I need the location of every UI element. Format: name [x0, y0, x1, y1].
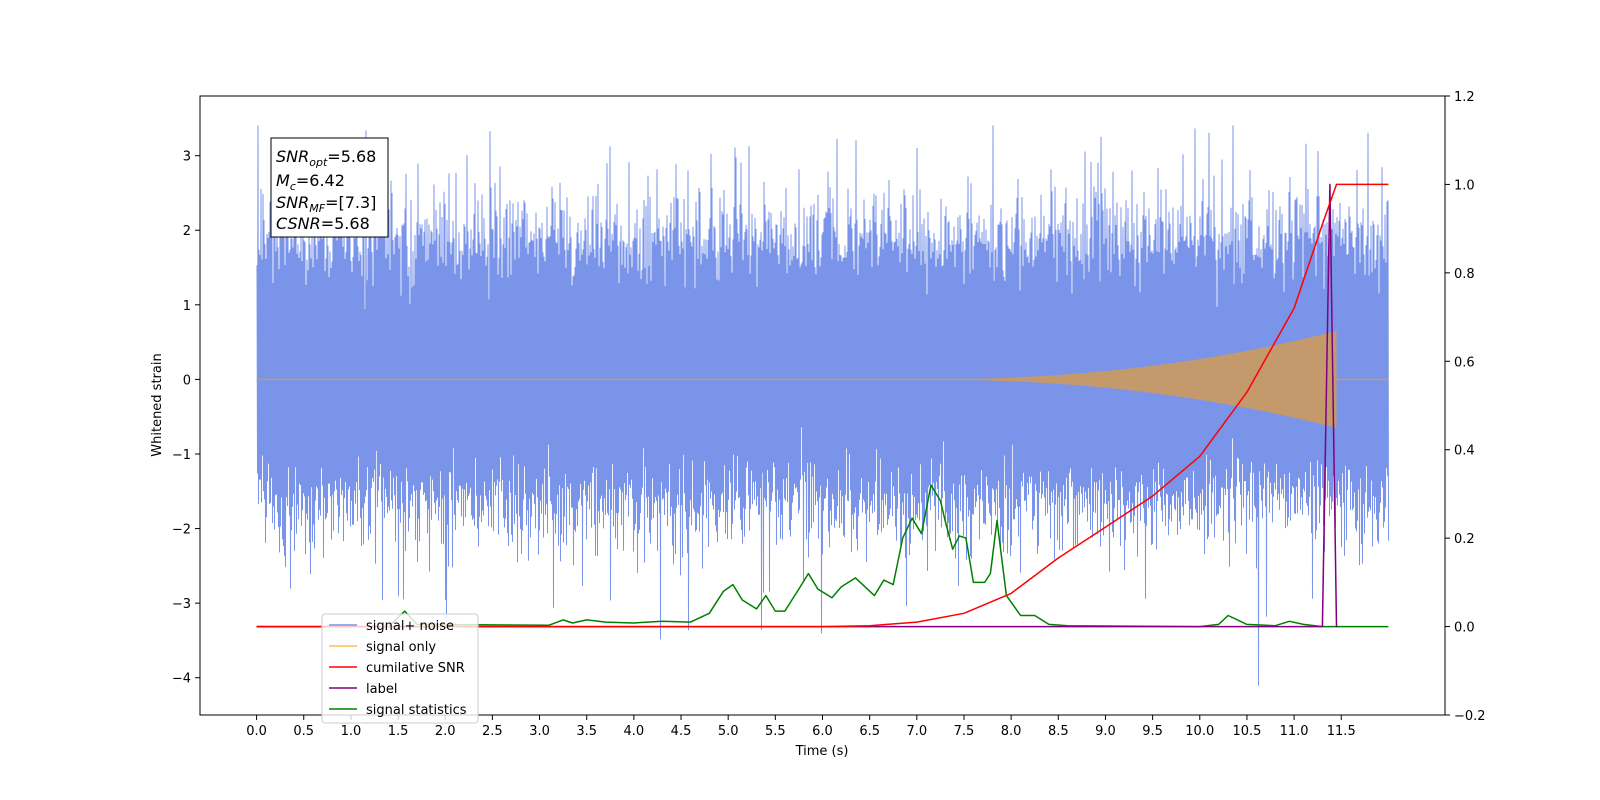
x-tick-label: 0.5 [293, 724, 314, 739]
x-tick-label: 2.5 [482, 724, 503, 739]
y-left-tick-label: 2 [183, 224, 191, 239]
x-tick-label: 7.5 [954, 724, 975, 739]
y-right-tick-label: 0.6 [1454, 355, 1475, 370]
x-tick-label: 6.0 [812, 724, 833, 739]
y-axis-left: 3 2 1 0 −1 −2 −3 −4 [172, 150, 200, 687]
x-tick-label: 5.5 [765, 724, 786, 739]
x-tick-label: 2.0 [435, 724, 456, 739]
annotation-chirp-mass: Mc=6.42 [276, 171, 345, 193]
x-tick-label: 9.5 [1142, 724, 1163, 739]
y-left-tick-label: 1 [183, 299, 191, 314]
y-left-tick-label: −2 [172, 523, 191, 538]
svg-text:signal only: signal only [366, 640, 436, 655]
y-left-tick-label: −3 [172, 597, 191, 612]
svg-text:label: label [366, 682, 397, 697]
x-tick-label: 0.0 [246, 724, 267, 739]
x-tick-label: 1.0 [341, 724, 362, 739]
x-tick-label: 7.0 [906, 724, 927, 739]
x-tick-label: 6.5 [859, 724, 880, 739]
y-right-tick-label: 1.0 [1454, 178, 1475, 193]
svg-text:cumilative SNR: cumilative SNR [366, 661, 465, 676]
legend-item-signal-statistics: signal statistics [329, 703, 467, 718]
x-tick-label: 8.5 [1048, 724, 1069, 739]
y-left-tick-label: −1 [172, 448, 191, 463]
y-right-tick-label: 0.8 [1454, 267, 1475, 282]
y-left-tick-label: 0 [183, 373, 191, 388]
x-tick-label: 10.5 [1232, 724, 1261, 739]
x-tick-label: 10.0 [1185, 724, 1214, 739]
y-right-tick-label: −0.2 [1454, 709, 1486, 724]
y-axis-label: Whitened strain [150, 353, 165, 456]
x-tick-label: 1.5 [388, 724, 409, 739]
x-tick-label: 4.5 [671, 724, 692, 739]
x-tick-label: 3.0 [529, 724, 550, 739]
series-cumulative-snr [256, 183, 1389, 628]
legend-item-label: label [329, 682, 397, 697]
x-tick-label: 11.5 [1327, 724, 1356, 739]
y-right-tick-label: 0.2 [1454, 532, 1475, 547]
x-tick-label: 5.0 [718, 724, 739, 739]
x-axis-label: Time (s) [795, 744, 849, 759]
annotation-snr-mf: SNRMF=[7.3] [276, 193, 376, 215]
x-tick-label: 9.0 [1095, 724, 1116, 739]
x-axis: 0.0 0.5 1.0 1.5 2.0 2.5 3.0 3.5 4.0 4.5 5.0 5.5 6.0 6… [246, 715, 1356, 739]
y-right-tick-label: 0.0 [1454, 621, 1475, 636]
annotation-snr-opt: SNRopt=5.68 [276, 147, 376, 169]
legend: signal+ noise signal only cumilative SNR… [321, 613, 479, 724]
legend-item-signal-noise: signal+ noise [329, 619, 454, 634]
x-tick-label: 8.0 [1001, 724, 1022, 739]
svg-text:signal+ noise: signal+ noise [366, 619, 454, 634]
legend-item-cumulative-snr: cumilative SNR [329, 661, 465, 676]
legend-item-signal-only: signal only [329, 640, 436, 655]
y-axis-right: 1.2 1.0 0.8 0.6 0.4 0.2 0.0 −0.2 [1445, 90, 1486, 724]
annotation-box: SNRopt=5.68 Mc=6.42 SNRMF=[7.3] CSNR=5.6… [270, 137, 389, 238]
svg-text:signal statistics: signal statistics [366, 703, 467, 718]
x-tick-label: 3.5 [576, 724, 597, 739]
y-right-tick-label: 1.2 [1454, 90, 1475, 105]
series-signal-noise [256, 125, 1389, 686]
y-left-tick-label: 3 [183, 150, 191, 165]
series-label [256, 183, 1338, 628]
x-tick-label: 4.0 [624, 724, 645, 739]
y-left-tick-label: −4 [172, 672, 191, 687]
y-right-tick-label: 0.4 [1454, 444, 1475, 459]
x-tick-label: 11.0 [1280, 724, 1309, 739]
annotation-csnr: CSNR=5.68 [276, 214, 370, 233]
